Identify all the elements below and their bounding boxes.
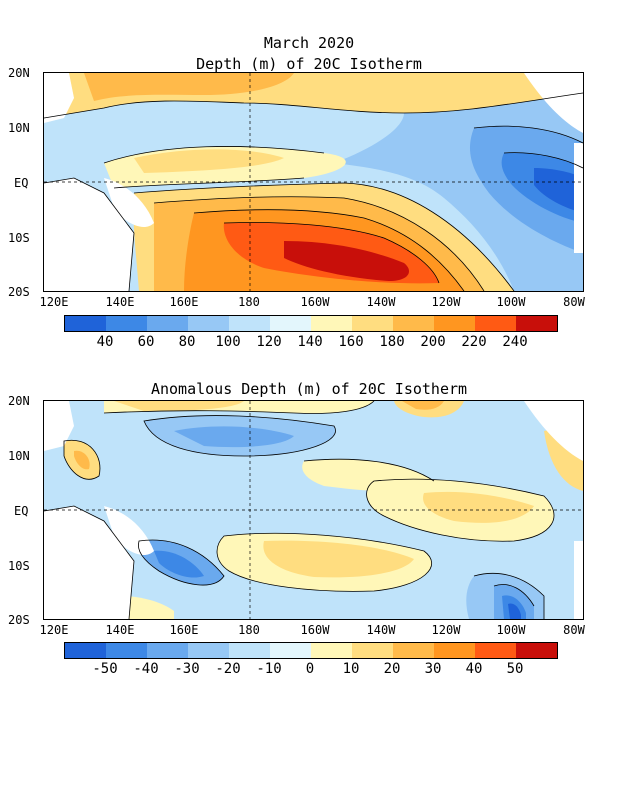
panel2-lat-label: 10S [8, 559, 30, 573]
panel2-lon-label: 120E [39, 623, 69, 637]
panel2-colorbar-tick-label: 20 [383, 661, 401, 677]
panel2-colorbar-swatch [434, 643, 475, 658]
panel1-title-line1: March 2020 [263, 34, 355, 52]
panel2-map [43, 400, 584, 620]
panel2-colorbar [64, 642, 558, 659]
panel1-contour-field [44, 73, 583, 291]
panel1-colorbar-swatch [106, 316, 147, 331]
panel2-lon-label: 80W [563, 623, 585, 637]
panel1-lat-label: 10N [8, 121, 30, 135]
panel2-lat-label: 10N [8, 449, 30, 463]
panel2-lon-label: 160E [169, 623, 199, 637]
panel2-colorbar-swatch [393, 643, 434, 658]
panel2-lat-label: 20S [8, 613, 30, 627]
panel1-lon-label: 140W [366, 295, 396, 309]
panel2-title: Anomalous Depth (m) of 20C Isotherm [150, 380, 468, 398]
panel1-colorbar-swatch [270, 316, 311, 331]
panel1-lat-label: 10S [8, 231, 30, 245]
panel2-lon-label: 140E [105, 623, 135, 637]
panel2-lon-label: 160W [300, 623, 330, 637]
panel1-colorbar-swatch [475, 316, 516, 331]
panel1-colorbar-tick-label: 100 [215, 334, 241, 350]
panel2-lon-label: 100W [496, 623, 526, 637]
panel2-colorbar-swatch [188, 643, 229, 658]
panel1-colorbar [64, 315, 558, 332]
panel1-map [43, 72, 584, 292]
panel1-lon-label: 80W [563, 295, 585, 309]
panel2-colorbar-tick-label: 30 [424, 661, 442, 677]
panel1-colorbar-swatch [147, 316, 188, 331]
panel1-colorbar-swatch [188, 316, 229, 331]
panel1-colorbar-tick-label: 200 [420, 334, 446, 350]
panel2-colorbar-tick-label: 10 [342, 661, 360, 677]
panel2-colorbar-tick-label: 50 [506, 661, 524, 677]
panel2-colorbar-swatch [106, 643, 147, 658]
panel1-colorbar-swatch [516, 316, 557, 331]
panel1-lat-label: 20S [8, 285, 30, 299]
panel1-lon-label: 120W [431, 295, 461, 309]
panel1-lat-label: 20N [8, 66, 30, 80]
panel2-colorbar-tick-label: -50 [92, 661, 118, 677]
panel2-colorbar-tick-label: -20 [215, 661, 241, 677]
panel1-colorbar-tick-label: 160 [338, 334, 364, 350]
panel1-colorbar-tick-label: 240 [502, 334, 528, 350]
panel1-colorbar-tick-label: 180 [379, 334, 405, 350]
panel1-lon-label: 160E [169, 295, 199, 309]
panel2-lon-label: 180 [238, 623, 260, 637]
panel2-colorbar-tick-label: -40 [133, 661, 159, 677]
panel2-lat-label: 20N [8, 394, 30, 408]
panel1-colorbar-tick-label: 220 [461, 334, 487, 350]
panel2-colorbar-tick-label: -30 [174, 661, 200, 677]
panel1-colorbar-swatch [352, 316, 393, 331]
panel2-colorbar-swatch [311, 643, 352, 658]
panel1-colorbar-swatch [393, 316, 434, 331]
panel1-colorbar-swatch [65, 316, 106, 331]
panel2-lon-label: 120W [431, 623, 461, 637]
panel2-contour-field [44, 401, 583, 619]
panel1-colorbar-tick-label: 80 [178, 334, 196, 350]
panel2-colorbar-tick-label: 40 [465, 661, 483, 677]
panel1-lon-label: 140E [105, 295, 135, 309]
panel1-lat-label: EQ [14, 176, 29, 190]
panel2-colorbar-swatch [65, 643, 106, 658]
panel2-colorbar-swatch [475, 643, 516, 658]
panel1-lon-label: 180 [238, 295, 260, 309]
panel1-colorbar-tick-label: 120 [256, 334, 282, 350]
panel2-lon-label: 140W [366, 623, 396, 637]
panel2-colorbar-swatch [270, 643, 311, 658]
panel1-colorbar-swatch [311, 316, 352, 331]
panel2-colorbar-tick-label: -10 [256, 661, 282, 677]
panel1-lon-label: 160W [300, 295, 330, 309]
panel1-lon-label: 120E [39, 295, 69, 309]
panel2-colorbar-tick-label: 0 [305, 661, 315, 677]
panel2-lat-label: EQ [14, 504, 29, 518]
panel1-colorbar-swatch [229, 316, 270, 331]
panel1-colorbar-tick-label: 140 [297, 334, 323, 350]
panel2-colorbar-swatch [516, 643, 557, 658]
panel1-title-line2: Depth (m) of 20C Isotherm [196, 55, 422, 73]
panel1-lon-label: 100W [496, 295, 526, 309]
panel2-colorbar-swatch [147, 643, 188, 658]
panel1-colorbar-tick-label: 60 [137, 334, 155, 350]
panel2-colorbar-swatch [229, 643, 270, 658]
panel2-colorbar-swatch [352, 643, 393, 658]
panel1-colorbar-tick-label: 40 [96, 334, 114, 350]
panel1-colorbar-swatch [434, 316, 475, 331]
